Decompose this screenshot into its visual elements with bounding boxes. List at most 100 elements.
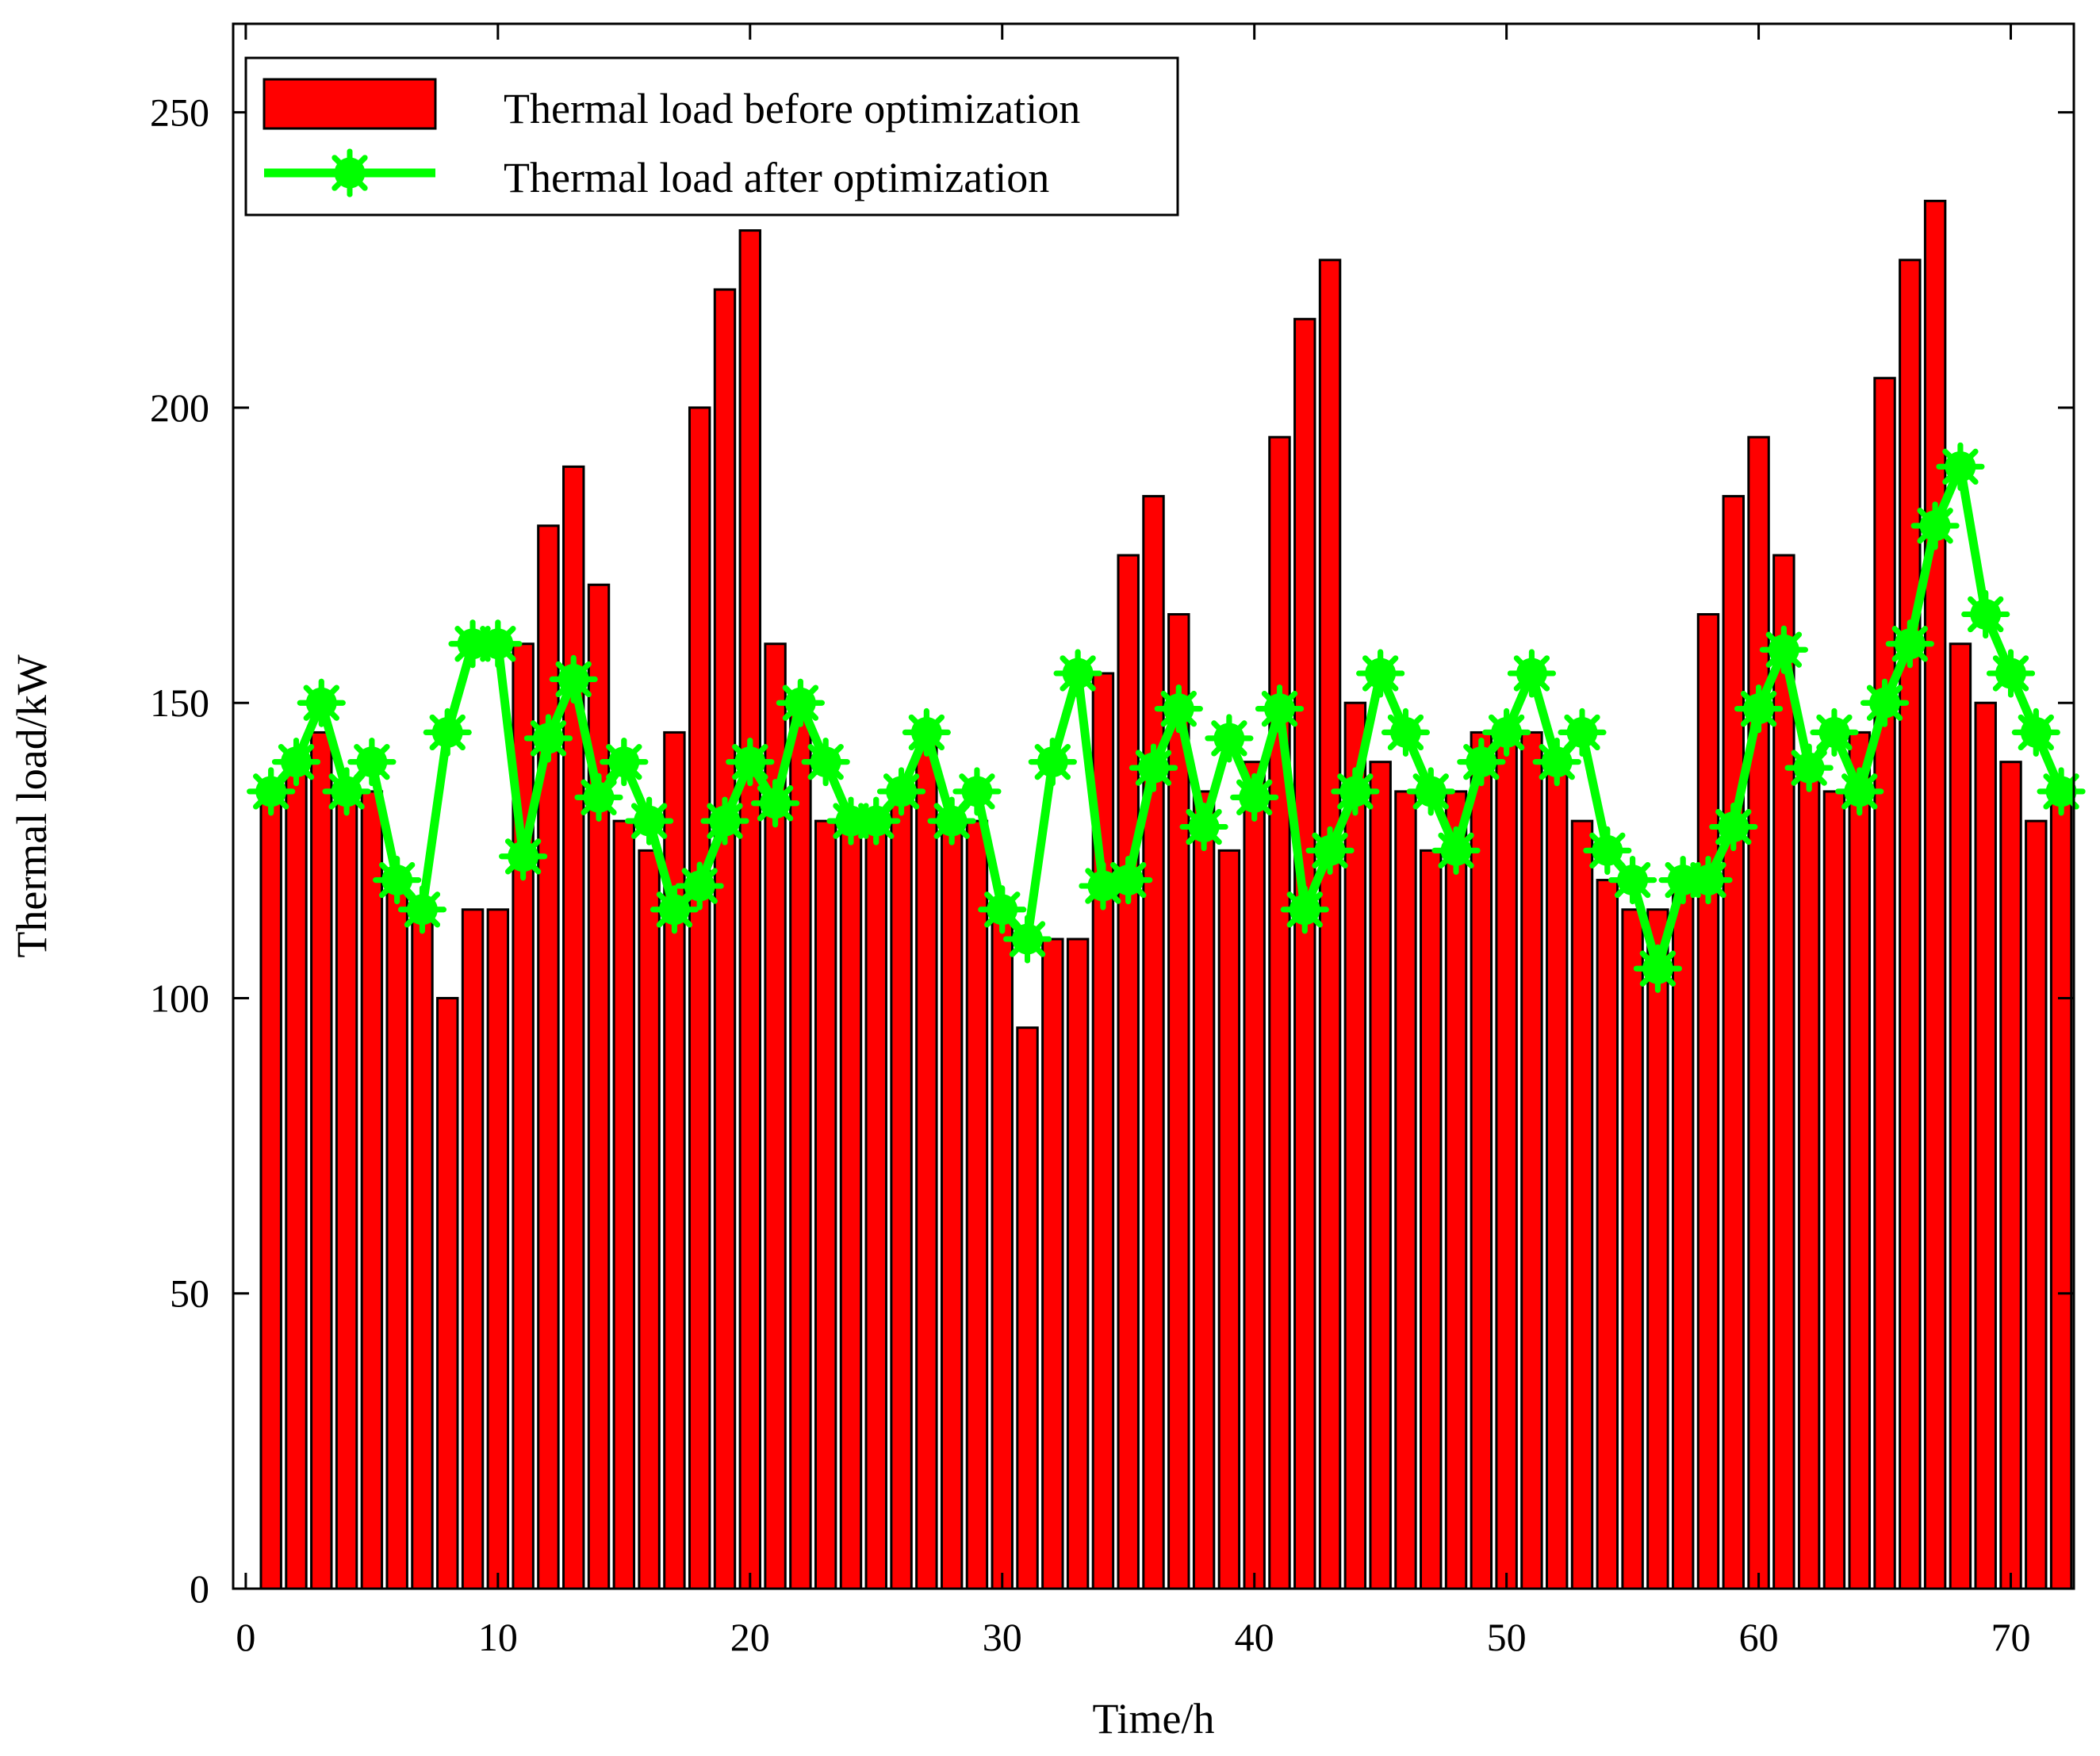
marker-spoke (581, 779, 617, 815)
bar (486, 908, 510, 1590)
bar (1142, 495, 1165, 1590)
legend-swatch-bar (262, 78, 437, 130)
marker-spoke (454, 626, 491, 662)
marker-spoke (2018, 714, 2054, 751)
bar (1470, 730, 1493, 1590)
bar (1949, 642, 1972, 1590)
point (927, 796, 976, 845)
bar (991, 908, 1014, 1590)
point (397, 885, 446, 934)
bar (1671, 879, 1695, 1590)
bar (1646, 908, 1669, 1590)
point (1608, 856, 1657, 905)
point (1406, 767, 1455, 816)
point (1709, 803, 1758, 852)
point (1558, 707, 1607, 757)
point (1759, 625, 1808, 674)
point (322, 767, 371, 816)
point (1331, 767, 1380, 816)
marker-spoke (858, 803, 895, 839)
point (1734, 684, 1784, 734)
x-tick-label: 20 (730, 1615, 770, 1659)
point (826, 796, 876, 845)
bar (1520, 730, 1543, 1590)
x-tick-label: 60 (1739, 1615, 1779, 1659)
axes-layer: 0 50 100 150 200 250 0 10 20 30 40 50 60 70 Time/h Ther… (8, 22, 2075, 1743)
point (423, 707, 472, 757)
bar (1722, 495, 1746, 1590)
bar (1899, 259, 1922, 1590)
marker-spoke (1286, 891, 1323, 928)
point (1987, 649, 2036, 698)
bar (1621, 908, 1644, 1590)
marker-spoke (883, 773, 920, 810)
marker-spoke (833, 803, 869, 839)
point (247, 767, 296, 816)
point (700, 796, 749, 845)
bar (360, 790, 384, 1590)
bar (2025, 819, 2048, 1590)
point (1885, 619, 1934, 669)
bar (2049, 790, 2073, 1590)
marker-spoke (1968, 596, 2004, 633)
point (1810, 707, 1859, 757)
marker-spoke (933, 803, 970, 839)
y-tick-label: 0 (190, 1566, 209, 1611)
marker-spoke (1589, 832, 1626, 868)
point (1104, 856, 1153, 905)
point (1583, 826, 1632, 875)
point (1230, 773, 1279, 822)
plot-frame (232, 22, 2075, 1590)
point (1784, 743, 1834, 792)
legend-label-before: Thermal load before optimization (504, 85, 1080, 132)
marker-spoke (1715, 808, 1752, 845)
bar (1923, 199, 1947, 1590)
bar (915, 730, 938, 1590)
point (523, 714, 573, 763)
marker-spoke (480, 626, 516, 662)
marker-spoke (1841, 773, 1878, 810)
marker-spoke (2043, 773, 2079, 810)
bar (310, 730, 333, 1590)
marker-spoke (1665, 861, 1701, 899)
x-tick-label: 50 (1487, 1615, 1527, 1659)
marker-spoke (1412, 773, 1449, 810)
bar (562, 465, 585, 1590)
marker-spoke (1992, 655, 2029, 692)
marker-spoke (1564, 714, 1600, 751)
point (726, 738, 775, 787)
marker-spoke (807, 744, 844, 780)
bar (864, 819, 887, 1590)
point (347, 738, 397, 787)
bar (1797, 761, 1821, 1590)
point (625, 796, 674, 845)
point (902, 707, 951, 757)
bar (1041, 937, 1064, 1590)
bar (1696, 613, 1720, 1590)
marker-spoke (303, 684, 339, 721)
bar (1318, 259, 1342, 1590)
point (776, 678, 825, 727)
marker-spoke (984, 891, 1021, 928)
marker-spoke (1211, 720, 1247, 757)
point (852, 796, 901, 845)
marker-spoke (354, 744, 390, 780)
point (1280, 885, 1329, 934)
bar (1293, 317, 1316, 1590)
bar (1394, 790, 1417, 1590)
point (1255, 684, 1304, 734)
marker-spoke (1539, 744, 1575, 780)
marker-spoke (1387, 714, 1424, 751)
marker-spoke (1740, 691, 1777, 727)
marker-spoke (757, 785, 794, 822)
point (448, 619, 497, 669)
point (1305, 826, 1355, 875)
marker-spoke (1236, 779, 1273, 815)
y-axis-label: Thermal load/kW (8, 654, 56, 957)
legend: Thermal load before optimization Thermal … (244, 56, 1179, 217)
bar (1848, 730, 1871, 1590)
bar (411, 908, 434, 1590)
bar (1420, 849, 1443, 1590)
bar (890, 790, 913, 1590)
